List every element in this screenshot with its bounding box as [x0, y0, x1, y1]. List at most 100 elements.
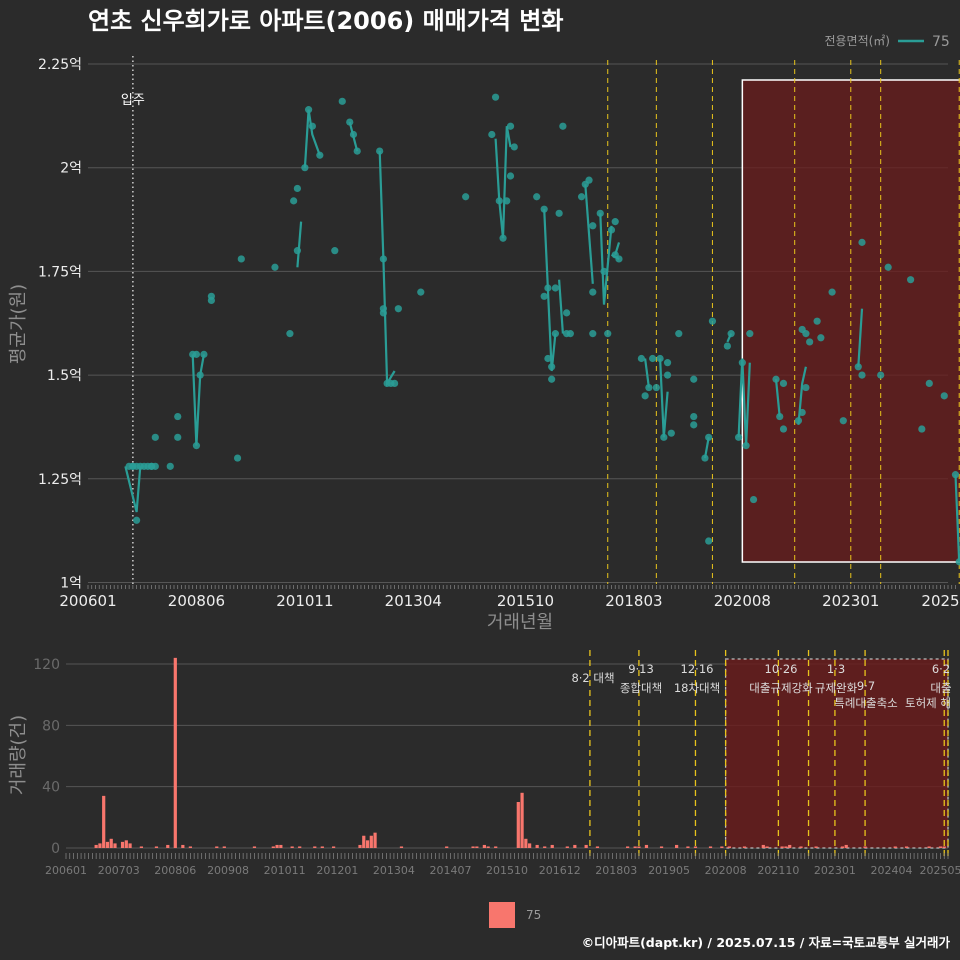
data-point — [854, 363, 862, 371]
x-tick-label: 200601 — [59, 592, 116, 610]
data-point — [271, 263, 279, 271]
volume-bar — [840, 846, 845, 848]
data-point — [604, 330, 612, 338]
data-point — [645, 383, 653, 392]
data-point — [649, 354, 657, 363]
data-point — [551, 284, 559, 292]
volume-bar — [814, 846, 818, 848]
volume-bar — [365, 840, 370, 848]
volume-bar — [154, 846, 159, 848]
y-tick-label: 2억 — [60, 161, 82, 177]
x-tick-label: 201304 — [373, 864, 415, 877]
y-tick-label: 40 — [42, 780, 60, 796]
x-tick-label: 202404 — [870, 864, 912, 877]
move-in-label: 입주 — [121, 93, 145, 108]
data-point — [940, 392, 948, 400]
volume-bar — [222, 846, 226, 848]
volume-bar — [708, 846, 713, 848]
data-point — [607, 226, 616, 234]
volume-bar — [761, 844, 765, 848]
data-point — [858, 371, 866, 379]
volume-bar — [633, 846, 637, 848]
data-point — [828, 288, 836, 296]
data-point — [802, 383, 810, 392]
volume-bar — [275, 844, 279, 848]
data-point — [293, 247, 301, 255]
data-point — [192, 350, 201, 358]
data-point — [794, 417, 803, 425]
data-point — [839, 417, 847, 425]
volume-y-axis-title: 거래량(건) — [8, 715, 29, 795]
data-point — [290, 197, 298, 205]
data-point — [551, 330, 559, 338]
volume-bar — [313, 846, 317, 848]
data-point — [675, 330, 683, 338]
y-tick-label: 0 — [51, 841, 60, 857]
x-tick-label: 202110 — [757, 864, 799, 877]
x-tick-label: 200908 — [207, 864, 249, 877]
volume-bar — [626, 846, 630, 848]
x-tick-label: 201803 — [595, 864, 637, 877]
data-point — [600, 267, 608, 275]
data-point — [499, 234, 507, 242]
data-point — [723, 342, 731, 350]
legend-bar-label: 75 — [526, 908, 541, 922]
data-point — [462, 193, 470, 201]
volume-bar — [528, 843, 532, 848]
data-point — [540, 292, 548, 300]
data-point — [301, 164, 309, 172]
series-line-segment — [124, 466, 142, 513]
volume-bar — [904, 846, 909, 848]
x-tick-label: 202008 — [714, 592, 771, 610]
x-tick-label: 201510 — [486, 864, 528, 877]
data-point — [656, 354, 664, 363]
x-tick-label: 200806 — [154, 864, 196, 877]
x-tick-label: 200703 — [98, 864, 140, 877]
volume-bar — [113, 843, 117, 848]
series-line-segment — [737, 358, 751, 446]
x-tick-label: 202301 — [822, 592, 879, 610]
data-point — [596, 209, 604, 217]
volume-bar — [399, 846, 404, 848]
volume-bar — [693, 846, 698, 848]
data-point — [589, 222, 597, 230]
policy-label-detail: 규제완화 — [815, 681, 858, 695]
data-point — [506, 172, 515, 180]
data-point — [727, 330, 735, 338]
volume-bar — [550, 844, 554, 848]
volume-bar — [863, 846, 867, 848]
series-line-segment — [774, 379, 781, 417]
volume-bar — [215, 846, 219, 848]
data-point — [705, 537, 713, 545]
data-point — [690, 412, 698, 421]
volume-bar — [893, 846, 897, 848]
volume-bar — [124, 840, 128, 848]
data-point — [417, 288, 425, 296]
data-point — [391, 379, 399, 387]
x-tick-label: 201201 — [316, 864, 358, 877]
series-line-segment — [543, 209, 557, 372]
data-point — [802, 330, 810, 338]
policy-label: 1·3 — [827, 662, 845, 676]
data-point — [151, 433, 159, 441]
legend-series-label: 75 — [932, 34, 950, 50]
x-tick-label: 202008 — [705, 864, 747, 877]
data-point — [611, 218, 619, 226]
data-point — [577, 193, 586, 201]
data-point — [331, 247, 339, 255]
series-line-segment — [378, 151, 396, 388]
data-point — [817, 334, 825, 342]
data-point — [708, 317, 717, 325]
data-point — [806, 338, 814, 346]
data-point — [192, 442, 201, 450]
y-tick-label: 80 — [42, 718, 60, 734]
data-point — [585, 176, 593, 184]
data-point — [615, 255, 623, 263]
data-point — [488, 130, 496, 139]
policy-label-detail: 특례대출축소 — [834, 696, 897, 710]
volume-bar — [486, 846, 490, 848]
data-point — [376, 147, 384, 155]
data-point — [308, 122, 316, 130]
volume-bar — [173, 657, 177, 848]
